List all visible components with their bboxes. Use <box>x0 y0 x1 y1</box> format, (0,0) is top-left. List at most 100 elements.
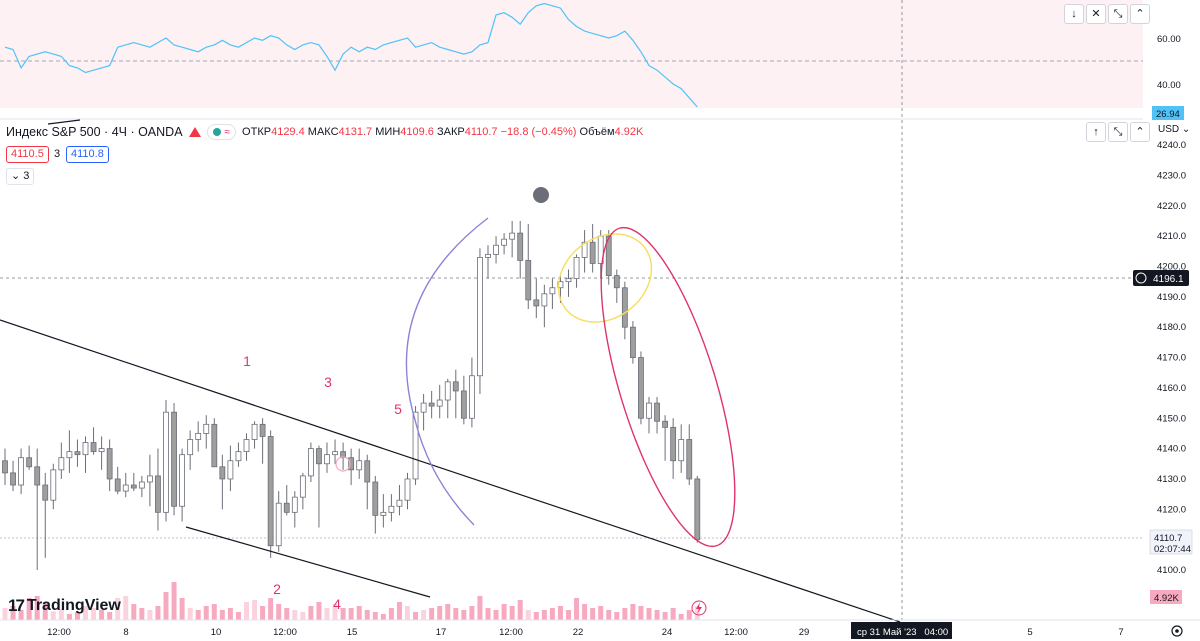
volume-bar <box>139 608 145 620</box>
wave-icon: ≈ <box>224 126 231 138</box>
candle <box>501 233 508 255</box>
currency-selector[interactable]: USD ⌄ <box>1158 124 1191 135</box>
event-marker[interactable] <box>533 187 549 203</box>
candle <box>235 442 242 467</box>
candle <box>283 485 290 516</box>
wave-label-1: 1 <box>243 353 251 369</box>
candle <box>219 454 226 510</box>
candle <box>613 269 620 303</box>
lower-trendline[interactable] <box>185 526 431 598</box>
time-tick: 22 <box>573 627 584 638</box>
candle <box>621 281 628 340</box>
candle <box>251 421 258 449</box>
purple-arc[interactable] <box>405 217 489 526</box>
rsi-overbought-band <box>0 0 1143 108</box>
legend-header[interactable]: Индекс S&P 500 · 4Ч · OANDA ≈ ОТКР4129.4… <box>6 124 643 140</box>
settings-gear-icon[interactable] <box>1171 625 1183 637</box>
volume-badge <box>1150 590 1182 604</box>
rsi-axis[interactable] <box>1143 0 1200 119</box>
upper-trendline[interactable] <box>0 319 901 623</box>
candle <box>654 397 660 434</box>
wave-label-4: 4 <box>333 596 341 612</box>
volume-bar <box>244 602 249 620</box>
candle <box>195 421 202 452</box>
price-tick: 4160.0 <box>1157 383 1186 394</box>
volume-bar <box>91 608 97 620</box>
volume-bar <box>99 610 105 620</box>
candle <box>332 439 338 464</box>
volume-bar <box>686 610 692 620</box>
candle <box>662 415 668 461</box>
candle <box>155 448 161 531</box>
candle <box>106 439 113 492</box>
rsi-move-down-button[interactable]: ↓ <box>1064 4 1084 24</box>
main-collapse-button[interactable]: ⌃ <box>1130 122 1150 142</box>
crosshair-plus-icon[interactable] <box>1135 272 1147 284</box>
rsi-collapse-button[interactable]: ⌃ <box>1130 4 1150 24</box>
crosshair-price-label: 4196.1 <box>1153 274 1184 285</box>
time-tick: 15 <box>347 627 358 638</box>
volume-bar <box>501 604 507 620</box>
volume-axis-label: 4.92K <box>1154 593 1179 604</box>
indicators-toggle[interactable]: ⌄ 3 <box>6 168 35 185</box>
volume-bar <box>268 598 274 620</box>
time-tick: 12:00 <box>724 627 748 638</box>
volume-bar <box>34 596 40 620</box>
candle <box>163 400 169 522</box>
volume-bar <box>549 608 555 620</box>
price-tick: 4120.0 <box>1157 504 1186 515</box>
volume-bar <box>332 604 338 620</box>
time-tick: 8 <box>123 627 128 638</box>
candle <box>404 472 411 510</box>
time-axis[interactable]: 12:00 8 10 12:00 15 17 12:00 22 24 12:00… <box>47 627 1124 638</box>
volume-series <box>2 582 700 620</box>
volume-bar <box>485 608 491 620</box>
last-price-badge <box>1149 529 1193 555</box>
candle <box>581 230 588 273</box>
tradingview-logo-icon: 17 <box>8 596 25 615</box>
candle <box>98 436 105 470</box>
time-tick: 17 <box>436 627 447 638</box>
volume-bar <box>662 612 668 620</box>
rsi-line <box>4 2 698 108</box>
ask-price-button[interactable]: 4110.8 <box>66 146 109 163</box>
volume-bar <box>533 612 539 620</box>
main-move-up-button[interactable]: ↑ <box>1086 122 1106 142</box>
volume-bar <box>356 606 362 620</box>
volume-bar <box>541 610 547 620</box>
volume-bar <box>509 606 515 620</box>
rsi-close-button[interactable]: ✕ <box>1086 4 1106 24</box>
candle <box>50 463 57 510</box>
yellow-ellipse[interactable] <box>541 216 669 341</box>
candle <box>565 269 572 297</box>
price-tick: 4140.0 <box>1157 444 1186 455</box>
volume-bar <box>372 612 378 620</box>
rsi-tick-60: 60.00 <box>1157 34 1181 45</box>
candle <box>340 442 347 470</box>
rsi-tick-40: 40.00 <box>1157 80 1181 91</box>
volume-bar <box>115 598 121 620</box>
time-crosshair-badge <box>851 622 952 639</box>
lightning-icon[interactable] <box>691 600 707 616</box>
candle <box>146 454 153 507</box>
candle <box>485 245 491 279</box>
rsi-maximize-button[interactable]: ⤡ <box>1108 4 1128 24</box>
data-status-pill[interactable]: ≈ <box>206 124 237 140</box>
time-tick: 29 <box>799 627 810 638</box>
candle <box>670 418 677 479</box>
wave-label-5: 5 <box>394 401 402 417</box>
rsi-value-label: 26.94 <box>1156 109 1180 120</box>
pink-ellipse[interactable] <box>574 214 763 560</box>
candle <box>356 448 363 479</box>
symbol-title[interactable]: Индекс S&P 500 · 4Ч · OANDA <box>6 125 183 139</box>
rsi-top-left-line <box>47 119 81 125</box>
volume-bar <box>308 606 314 620</box>
volume-bar <box>66 614 72 620</box>
bid-price-button[interactable]: 4110.5 <box>6 146 49 163</box>
main-maximize-button[interactable]: ⤡ <box>1108 122 1128 142</box>
candle <box>630 321 636 364</box>
candle <box>187 430 194 470</box>
countdown-label: 02:07:44 <box>1154 544 1191 555</box>
volume-bar <box>590 608 596 620</box>
